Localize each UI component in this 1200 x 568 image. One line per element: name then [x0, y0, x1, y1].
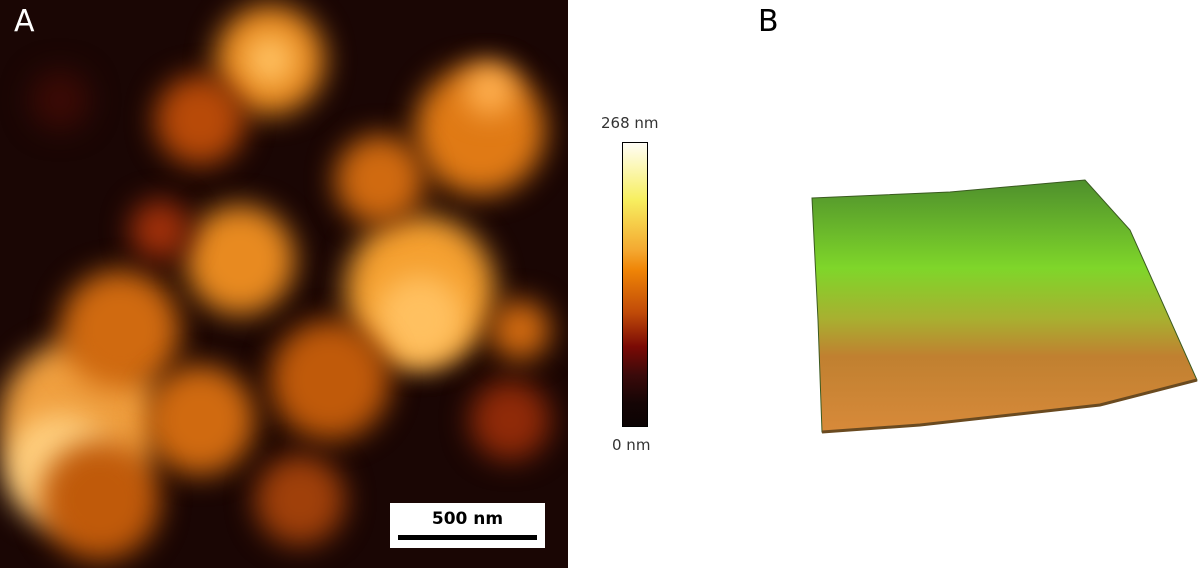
scale-bar: 500 nm [390, 503, 545, 548]
afm-feature [155, 75, 245, 165]
afm-feature [40, 440, 160, 560]
colorbar [622, 142, 648, 427]
scale-bar-label: 500 nm [431, 509, 504, 529]
afm-feature [465, 65, 515, 115]
scale-bar-line [398, 535, 537, 540]
colorbar-min-label: 0 nm [612, 436, 651, 454]
afm-feature [185, 205, 295, 315]
afm-feature [60, 270, 180, 390]
3d-surface-render [811, 179, 1198, 434]
afm-feature [470, 380, 550, 460]
surface-front-edge [821, 378, 1198, 434]
afm-feature [30, 70, 90, 130]
panel-label-a: A [14, 4, 35, 39]
afm-feature [490, 300, 550, 360]
afm-feature [145, 365, 255, 475]
panel-label-b: B [758, 4, 779, 39]
afm-feature [270, 320, 390, 440]
afm-feature [245, 35, 295, 85]
colorbar-max-label: 268 nm [601, 114, 659, 132]
afm-feature [375, 275, 465, 365]
afm-feature [335, 135, 425, 225]
afm-feature [255, 455, 345, 545]
afm-feature [130, 200, 190, 260]
afm-height-map [0, 0, 568, 568]
